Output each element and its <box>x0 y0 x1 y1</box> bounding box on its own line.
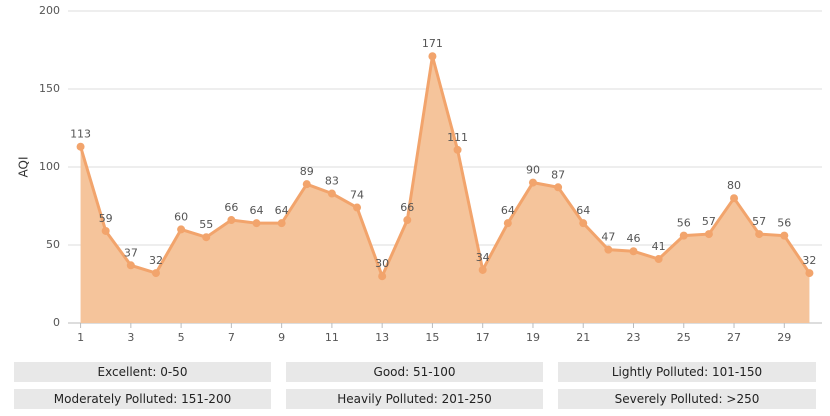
point <box>378 272 387 281</box>
point <box>805 269 814 278</box>
x-tick-label: 27 <box>727 331 741 344</box>
point <box>177 225 186 234</box>
data-label: 37 <box>124 246 138 259</box>
point <box>202 233 211 242</box>
point <box>579 219 588 228</box>
point <box>654 255 663 264</box>
data-label: 66 <box>400 201 414 214</box>
data-label: 30 <box>375 257 389 270</box>
point <box>252 219 261 228</box>
data-label: 57 <box>752 215 766 228</box>
data-label: 64 <box>576 204 590 217</box>
point <box>704 230 713 239</box>
data-label: 32 <box>149 254 163 267</box>
data-label: 64 <box>501 204 515 217</box>
point <box>780 231 789 240</box>
point <box>528 178 537 187</box>
line <box>79 55 811 281</box>
point <box>227 216 236 225</box>
point <box>453 145 462 154</box>
y-tick-label: 0 <box>53 316 60 329</box>
point <box>428 52 437 61</box>
x-tick-label: 23 <box>627 331 641 344</box>
data-label: 59 <box>99 212 113 225</box>
data-label: 46 <box>627 232 641 245</box>
data-label: 171 <box>422 37 443 50</box>
x-tick-label: 7 <box>228 331 235 344</box>
aqi-level: Heavily Polluted: 201-250 <box>286 389 543 409</box>
data-label: 32 <box>802 254 816 267</box>
data-label: 56 <box>777 217 791 230</box>
aqi-level: Excellent: 0-50 <box>14 362 271 382</box>
aqi-level: Good: 51-100 <box>286 362 543 382</box>
aqi-level: Moderately Polluted: 151-200 <box>14 389 271 409</box>
data-label: 57 <box>702 215 716 228</box>
data-label: 64 <box>250 204 264 217</box>
y-tick-label: 100 <box>39 160 60 173</box>
point <box>302 180 311 189</box>
data-label: 87 <box>551 168 565 181</box>
point <box>755 230 764 239</box>
point <box>327 189 336 198</box>
point <box>503 219 512 228</box>
point <box>478 265 487 274</box>
x-tick-label: 13 <box>375 331 389 344</box>
point <box>554 183 563 192</box>
point <box>101 226 110 235</box>
data-label: 34 <box>476 251 490 264</box>
y-tick-label: 200 <box>39 4 60 17</box>
point <box>629 247 638 256</box>
x-tick-label: 19 <box>526 331 540 344</box>
aqi-level: Lightly Polluted: 101-150 <box>558 362 816 382</box>
point <box>403 216 412 225</box>
x-tick-label: 3 <box>127 331 134 344</box>
y-axis-label: AQI <box>17 157 31 178</box>
x-tick-label: 25 <box>677 331 691 344</box>
aqi-level: Severely Polluted: >250 <box>558 389 816 409</box>
data-label: 64 <box>275 204 289 217</box>
data-label: 56 <box>677 217 691 230</box>
data-label: 74 <box>350 189 364 202</box>
aqi-levels: Excellent: 0-50 Good: 51-100 Lightly Pollu… <box>14 362 818 409</box>
x-tick-label: 21 <box>576 331 590 344</box>
point <box>353 203 362 212</box>
data-label: 113 <box>70 128 91 141</box>
point <box>151 269 160 278</box>
data-label: 41 <box>652 240 666 253</box>
data-label: 83 <box>325 175 339 188</box>
point <box>679 231 688 240</box>
data-label: 66 <box>224 201 238 214</box>
data-label: 89 <box>300 165 314 178</box>
data-label: 47 <box>601 231 615 244</box>
area <box>80 56 810 324</box>
y-tick-label: 50 <box>46 238 60 251</box>
x-tick-label: 1 <box>77 331 84 344</box>
x-tick-label: 9 <box>278 331 285 344</box>
data-label: 111 <box>447 131 468 144</box>
data-label: 80 <box>727 179 741 192</box>
data-label: 90 <box>526 164 540 177</box>
point <box>730 194 739 203</box>
point <box>277 219 286 228</box>
x-tick-label: 17 <box>476 331 490 344</box>
point <box>126 261 135 270</box>
y-tick-label: 150 <box>39 82 60 95</box>
point <box>76 142 85 151</box>
x-tick-label: 5 <box>178 331 185 344</box>
point <box>604 245 613 254</box>
x-tick-label: 29 <box>777 331 791 344</box>
data-label: 60 <box>174 210 188 223</box>
x-tick-label: 15 <box>425 331 439 344</box>
data-label: 55 <box>199 218 213 231</box>
x-tick-label: 11 <box>325 331 339 344</box>
